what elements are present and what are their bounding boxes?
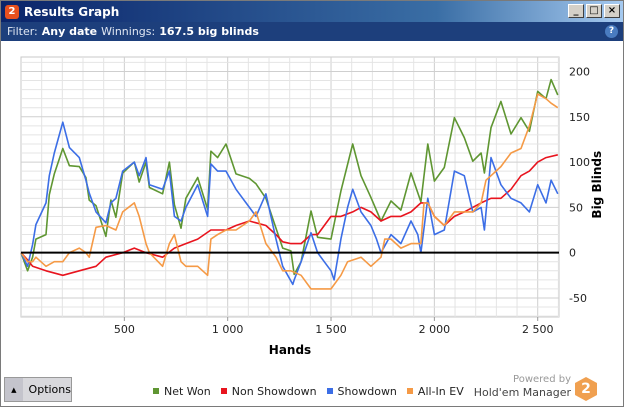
legend-item-non-showdown: Non Showdown [220, 385, 317, 398]
filter-value[interactable]: Any date [41, 25, 98, 38]
y-tick-label: 100 [569, 156, 590, 169]
brand-logo-icon: 2 [575, 377, 597, 401]
legend-item-showdown: Showdown [326, 385, 397, 398]
x-tick-label: 2 000 [419, 323, 451, 336]
powered-by-text: Powered by [513, 374, 571, 385]
footer: ▲ Options Net Won Non Showdown Showdown … [1, 373, 623, 406]
x-tick-label: 2 500 [522, 323, 554, 336]
series-line-showdown [20, 121, 559, 286]
x-axis-label: Hands [269, 343, 311, 357]
x-tick-label: 1 000 [212, 323, 244, 336]
legend-item-all-in-ev: All-In EV [406, 385, 464, 398]
arrow-up-icon: ▲ [5, 378, 23, 401]
legend-item-net-won: Net Won [153, 385, 211, 398]
brand-name: Hold'em Manager [473, 386, 571, 399]
close-button[interactable]: × [604, 4, 620, 18]
y-tick-label: 0 [569, 247, 576, 260]
x-tick-label: 500 [114, 323, 135, 336]
options-label: Options [28, 383, 71, 396]
y-tick-label: 200 [569, 65, 590, 78]
filter-bar: Filter: Any date Winnings: 167.5 big bli… [1, 22, 623, 41]
y-tick-label: -50 [569, 292, 587, 305]
winnings-label: Winnings: [101, 25, 156, 38]
results-chart: 500 1 000 1 500 2 000 2 500 -50 0 50 100 150 200 Ha… [20, 56, 604, 357]
app-logo-icon: 2 [5, 4, 19, 19]
window-title: Results Graph [24, 4, 120, 19]
x-tick-label: 1 500 [315, 323, 347, 336]
legend: Net Won Non Showdown Showdown All-In EV [153, 385, 464, 398]
title-bar[interactable]: 2 Results Graph _ □ × [1, 1, 623, 22]
minimize-button[interactable]: _ [568, 4, 584, 18]
y-tick-label: 150 [569, 111, 590, 124]
y-axis-label: Big Blinds [590, 151, 604, 219]
filter-label: Filter: [7, 25, 38, 38]
y-tick-label: 50 [569, 201, 583, 214]
options-button[interactable]: ▲ Options [4, 377, 72, 402]
help-icon[interactable]: ? [605, 25, 618, 38]
winnings-value: 167.5 big blinds [159, 25, 259, 38]
brand: Powered by Hold'em Manager [403, 373, 571, 399]
maximize-button[interactable]: □ [586, 4, 602, 18]
series-line-net-won [20, 78, 559, 276]
series-line-all-in-ev [20, 93, 559, 290]
